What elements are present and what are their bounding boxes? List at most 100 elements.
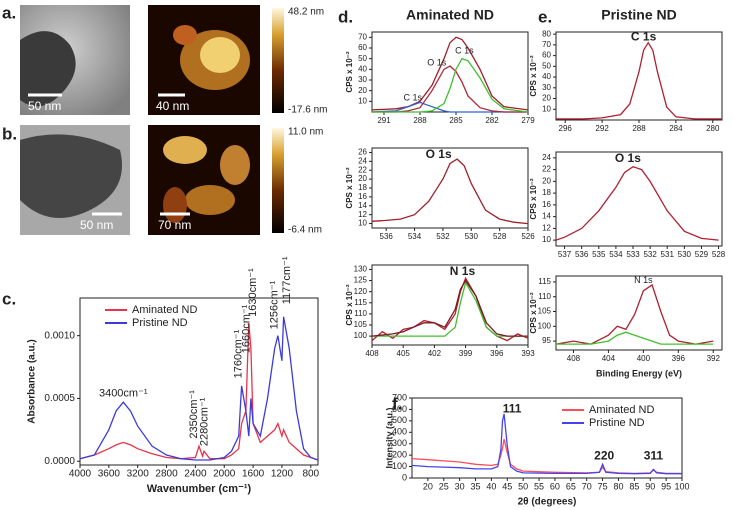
x-tick-label: 285 xyxy=(449,116,463,125)
data-line xyxy=(79,323,319,461)
y-tick-label: 12 xyxy=(542,223,551,232)
x-tick-label: 4000 xyxy=(69,469,92,480)
annotation: 2350cm⁻¹ xyxy=(188,390,200,439)
y-axis-label: Intensity (a.u.) xyxy=(384,407,394,468)
x-tick-label: 20 xyxy=(423,481,433,491)
y-tick-label: 30 xyxy=(542,83,551,92)
annotation: 1760cm⁻¹ xyxy=(233,329,245,378)
x-tick-label: 392 xyxy=(707,354,721,363)
data-line xyxy=(372,57,529,113)
x-tick-label: 280 xyxy=(706,124,720,133)
x-tick-label: 65 xyxy=(566,481,576,491)
afm-image xyxy=(28,5,284,235)
y-axis-label: CPS x 10⁻² xyxy=(529,292,538,333)
x-tick-label: 533 xyxy=(626,250,640,259)
x-axis-label: Wavenumber (cm⁻¹) xyxy=(147,483,252,495)
x-tick-label: 70 xyxy=(582,481,592,491)
panel-label: e. xyxy=(538,7,552,26)
x-tick-label: 396 xyxy=(672,354,686,363)
y-axis-label: CPS x 10⁻² xyxy=(529,55,538,96)
x-tick-label: 30 xyxy=(455,481,465,491)
data-line xyxy=(371,36,529,111)
annotation: C 1s xyxy=(404,93,423,103)
x-tick-label: 3600 xyxy=(98,469,121,480)
y-tick-label: 70 xyxy=(542,40,551,49)
x-tick-label: 1600 xyxy=(242,469,265,480)
x-tick-label: 531 xyxy=(661,250,675,259)
legend-label: Pristine ND xyxy=(132,317,188,329)
x-tick-label: 2800 xyxy=(155,469,178,480)
x-tick-label: 393 xyxy=(521,349,535,358)
x-tick-label: 279 xyxy=(521,116,535,125)
panel-label: d. xyxy=(338,7,353,26)
x-tick-label: 25 xyxy=(439,481,449,491)
panel-label: c. xyxy=(2,289,16,308)
y-tick-label: 16 xyxy=(542,200,551,209)
x-tick-label: 530 xyxy=(678,250,692,259)
annotation: O 1s xyxy=(427,57,447,67)
y-tick-label: 10 xyxy=(542,104,551,113)
x-tick-label: 532 xyxy=(643,250,657,259)
plot-frame xyxy=(555,31,723,121)
x-tick-label: 800 xyxy=(302,469,319,480)
y-tick-label: 50 xyxy=(542,61,551,70)
y-tick-label: 110 xyxy=(354,309,367,318)
x-tick-label: 530 xyxy=(465,232,479,241)
annotation: 220 xyxy=(594,448,614,462)
panel-label: b. xyxy=(2,124,17,143)
legend-label: Aminated ND xyxy=(132,304,197,316)
y-tick-label: 12 xyxy=(358,210,367,219)
y-tick-label: 400 xyxy=(392,427,407,437)
x-tick-label: 526 xyxy=(521,232,535,241)
legend-label: Aminated ND xyxy=(589,404,654,416)
x-tick-label: 536 xyxy=(380,232,394,241)
annotation: N 1s xyxy=(634,275,653,285)
x-tick-label: 100 xyxy=(674,481,689,491)
x-tick-label: 1200 xyxy=(271,469,294,480)
x-tick-label: 35 xyxy=(471,481,481,491)
x-tick-label: 2400 xyxy=(184,469,207,480)
y-tick-label: 700 xyxy=(392,392,407,402)
y-axis-label: CPS x 10⁻² xyxy=(529,178,538,219)
x-tick-label: 45 xyxy=(502,481,512,491)
x-axis-label: 2θ (degrees) xyxy=(518,497,577,508)
y-tick-label: 0.0005 xyxy=(44,393,75,404)
data-line xyxy=(555,165,719,241)
data-line xyxy=(371,279,528,337)
y-tick-label: 500 xyxy=(392,415,407,425)
y-tick-label: 24 xyxy=(358,156,367,165)
y-tick-label: 24 xyxy=(542,153,551,162)
data-line xyxy=(556,41,722,120)
scale-bar-label: 50 nm xyxy=(28,99,61,113)
x-tick-label: 529 xyxy=(695,250,709,259)
data-line xyxy=(555,283,714,345)
y-axis-label: CPS x 10⁻² xyxy=(345,167,354,208)
y-tick-label: 130 xyxy=(354,265,368,274)
annotation: 311 xyxy=(644,448,664,462)
colorbar-label: 11.0 nm xyxy=(288,127,323,138)
x-tick-label: 405 xyxy=(397,349,411,358)
annotation: 1660cm⁻¹ xyxy=(241,304,253,353)
x-tick-label: 291 xyxy=(377,116,391,125)
x-tick-label: 396 xyxy=(490,349,504,358)
chart-title: Pristine ND xyxy=(601,7,676,23)
y-tick-label: 100 xyxy=(354,331,368,340)
data-line xyxy=(556,331,714,345)
data-line xyxy=(371,158,529,225)
plot-frame xyxy=(555,275,723,351)
x-tick-label: 288 xyxy=(413,116,427,125)
colorbar-label: -6.4 nm xyxy=(288,225,322,236)
y-tick-label: 100 xyxy=(538,321,552,330)
annotation: 111 xyxy=(503,402,522,416)
x-tick-label: 532 xyxy=(436,232,450,241)
x-tick-label: 282 xyxy=(485,116,499,125)
x-axis-label: Binding Energy (eV) xyxy=(596,368,682,378)
y-tick-label: 0.0010 xyxy=(44,330,75,341)
plot-frame xyxy=(411,397,683,479)
panel-label: a. xyxy=(2,3,16,22)
x-tick-label: 535 xyxy=(592,250,606,259)
annotation: 3400cm⁻¹ xyxy=(99,387,148,399)
data-line xyxy=(411,438,682,475)
x-tick-label: 400 xyxy=(637,354,651,363)
